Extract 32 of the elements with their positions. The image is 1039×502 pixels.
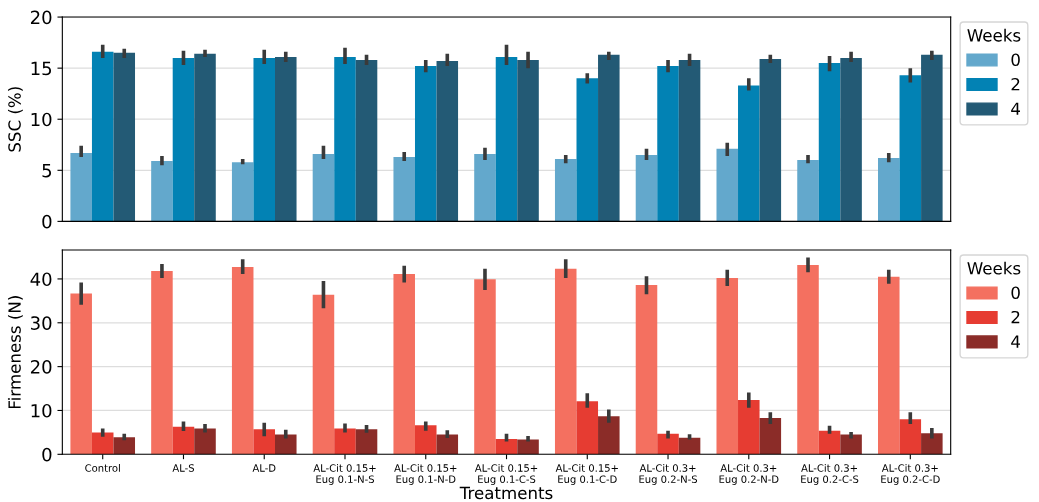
x-tick-label: AL-Cit 0.3+ Eug 0.2-N-S xyxy=(639,464,698,485)
y-tick-label: 40 xyxy=(30,272,52,287)
y-tick-label: 15 xyxy=(31,61,52,76)
legend-label: 0 xyxy=(1011,53,1020,67)
y-tick-label: 0 xyxy=(42,214,52,229)
y-axis-title: SSC (%) xyxy=(7,87,23,152)
y-tick-label: 30 xyxy=(31,316,52,330)
legend-label: 4 xyxy=(1011,335,1020,348)
legend-title: Weeks xyxy=(967,261,1021,275)
x-tick-label: AL-Cit 0.15+ Eug 0.1-N-D xyxy=(394,464,457,485)
legend-label: 0 xyxy=(1011,286,1020,300)
legend-title: Weeks xyxy=(967,28,1021,42)
x-tick-label: AL-Cit 0.15+ Eug 0.1-C-S xyxy=(474,464,538,485)
y-tick-label: 20 xyxy=(30,360,52,374)
y-tick-label: 5 xyxy=(42,164,52,178)
y-tick-label: 10 xyxy=(31,403,52,418)
x-axis-title: Treatments xyxy=(459,486,553,500)
x-tick-label: Control xyxy=(85,464,120,472)
y-tick-label: 10 xyxy=(31,112,52,127)
x-tick-label: AL-Cit 0.3+ Eug 0.2-C-D xyxy=(881,464,940,485)
y-tick-label: 20 xyxy=(30,10,52,25)
x-tick-label: AL-Cit 0.15+ Eug 0.1-C-D xyxy=(555,464,618,485)
x-tick-label: AL-Cit 0.3+ Eug 0.2-N-D xyxy=(719,464,779,485)
y-tick-label: 0 xyxy=(42,447,52,462)
legend-label: 4 xyxy=(1011,102,1020,115)
x-tick-label: AL-Cit 0.15+ Eug 0.1-N-S xyxy=(313,464,376,485)
legend-label: 2 xyxy=(1011,310,1020,324)
legend-label: 2 xyxy=(1011,77,1020,91)
y-axis-title: Firmeness (N) xyxy=(7,296,23,409)
x-tick-label: AL-S xyxy=(172,464,195,472)
x-tick-label: AL-D xyxy=(252,464,276,472)
x-tick-label: AL-Cit 0.3+ Eug 0.2-C-S xyxy=(801,464,859,485)
